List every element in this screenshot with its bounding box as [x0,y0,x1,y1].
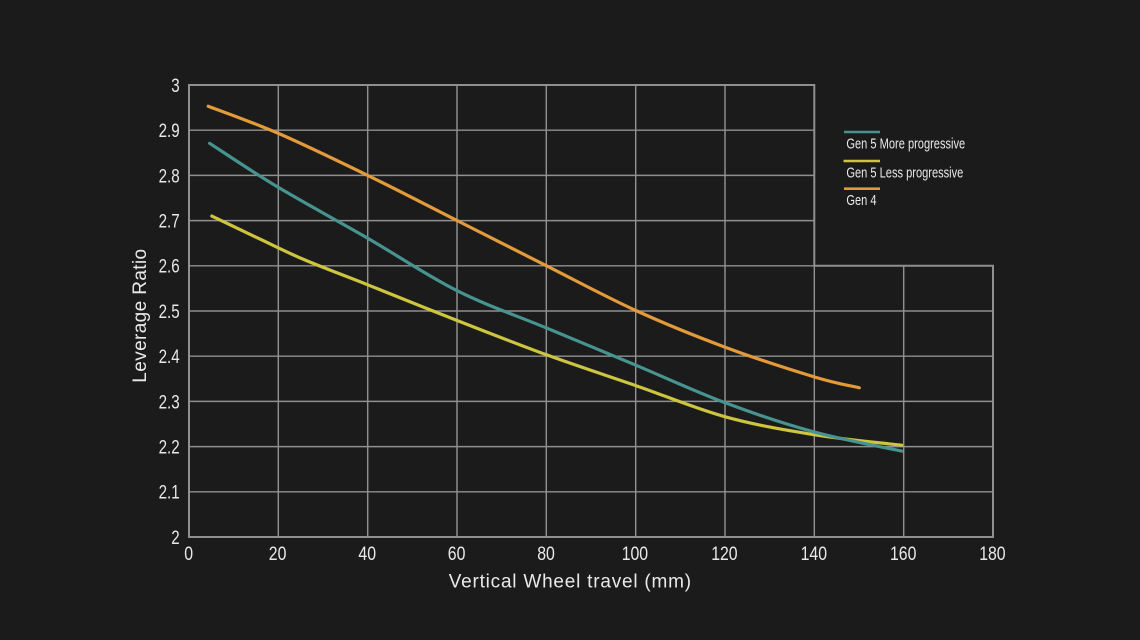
svg-text:Gen 4: Gen 4 [846,192,876,209]
svg-text:2.6: 2.6 [159,255,180,277]
svg-text:2.5: 2.5 [159,300,180,322]
svg-text:Leverage Ratio: Leverage Ratio [130,249,151,383]
svg-text:0: 0 [184,542,193,564]
svg-text:2.3: 2.3 [159,391,180,413]
svg-text:80: 80 [537,542,555,564]
svg-text:Vertical Wheel travel (mm): Vertical Wheel travel (mm) [449,572,692,593]
svg-text:60: 60 [448,542,466,564]
svg-text:2.2: 2.2 [159,436,180,458]
svg-text:Gen 5 Less progressive: Gen 5 Less progressive [846,164,963,181]
svg-text:160: 160 [890,542,916,564]
svg-text:2.4: 2.4 [159,345,180,367]
svg-text:120: 120 [711,542,737,564]
svg-text:2.9: 2.9 [159,119,180,141]
svg-text:100: 100 [622,542,648,564]
svg-text:3: 3 [171,74,179,96]
svg-text:2.8: 2.8 [159,165,180,187]
svg-text:2.1: 2.1 [159,481,180,503]
svg-text:2.7: 2.7 [159,210,180,232]
svg-text:40: 40 [358,542,376,564]
svg-text:140: 140 [801,542,827,564]
svg-text:20: 20 [269,542,287,564]
svg-text:2: 2 [171,526,179,548]
svg-text:180: 180 [979,542,1005,564]
svg-text:Gen 5 More progressive: Gen 5 More progressive [846,135,965,152]
